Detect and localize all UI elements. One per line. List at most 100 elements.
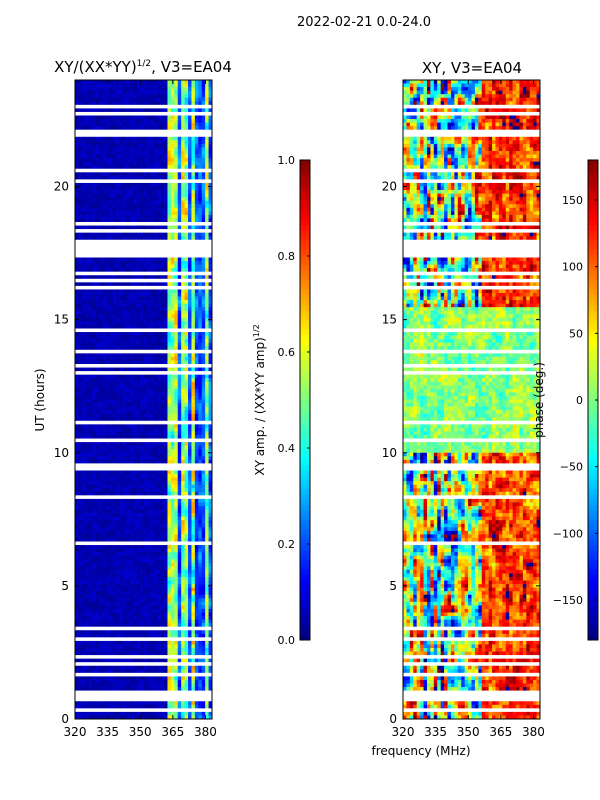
amplitude-cell — [191, 140, 196, 145]
amplitude-cell — [133, 431, 137, 436]
amplitude-cell — [105, 459, 110, 464]
amplitude-cell — [116, 442, 120, 446]
amplitude-cell — [102, 211, 107, 216]
amplitude-cell — [177, 346, 182, 351]
amplitude-cell — [205, 410, 209, 415]
amplitude-cell — [119, 332, 124, 336]
amplitude-cell — [133, 104, 137, 109]
amplitude-cell — [126, 477, 131, 482]
amplitude-cell — [181, 282, 185, 287]
amplitude-cell — [136, 371, 141, 375]
amplitude-cell — [92, 392, 96, 397]
amplitude-cell — [75, 243, 79, 248]
amplitude-cell — [194, 332, 199, 336]
amplitude-cell — [133, 140, 137, 145]
amplitude-cell — [194, 445, 199, 450]
amplitude-cell — [105, 101, 110, 106]
amplitude-cell — [167, 452, 172, 457]
amplitude-cell — [102, 470, 107, 475]
amplitude-cell — [102, 229, 107, 233]
amplitude-cell — [92, 207, 96, 212]
amplitude-cell — [170, 445, 175, 450]
amplitude-cell — [191, 243, 196, 248]
amplitude-cell — [88, 520, 93, 525]
amplitude-cell — [150, 158, 155, 162]
amplitude-cell — [85, 342, 90, 347]
amplitude-cell — [109, 122, 114, 127]
amplitude-cell — [164, 90, 168, 95]
amplitude-cell — [95, 143, 100, 148]
amplitude-cell — [136, 197, 141, 202]
amplitude-cell — [181, 154, 185, 159]
amplitude-cell — [75, 239, 79, 244]
amplitude-cell — [170, 133, 175, 138]
amplitude-cell — [92, 360, 96, 365]
amplitude-cell — [146, 438, 151, 443]
amplitude-cell — [133, 289, 137, 294]
amplitude-cell — [188, 190, 192, 194]
amplitude-cell — [170, 239, 175, 244]
amplitude-cell — [75, 296, 79, 301]
amplitude-cell — [85, 381, 90, 386]
amplitude-cell — [184, 456, 189, 461]
amplitude-cell — [170, 491, 175, 496]
amplitude-cell — [208, 438, 213, 443]
amplitude-cell — [191, 374, 196, 379]
amplitude-cell — [98, 193, 103, 198]
amplitude-cell — [75, 360, 79, 365]
amplitude-cell — [201, 151, 206, 155]
amplitude-cell — [98, 218, 103, 223]
amplitude-cell — [188, 356, 192, 361]
amplitude-cell — [112, 427, 117, 432]
amplitude-cell — [122, 83, 127, 88]
amplitude-cell — [119, 282, 124, 287]
amplitude-cell — [146, 484, 151, 489]
amplitude-cell — [170, 172, 175, 177]
amplitude-cell — [177, 360, 182, 365]
amplitude-cell — [194, 410, 199, 415]
amplitude-cell — [92, 175, 96, 180]
amplitude-cell — [157, 90, 161, 95]
amplitude-cell — [126, 168, 131, 173]
amplitude-cell — [191, 278, 196, 283]
amplitude-cell — [181, 491, 185, 496]
amplitude-cell — [81, 179, 86, 184]
amplitude-cell — [122, 278, 127, 283]
amplitude-cell — [191, 502, 196, 507]
amplitude-cell — [119, 147, 124, 152]
amplitude-cell — [208, 246, 213, 251]
amplitude-cell — [92, 122, 96, 127]
amplitude-cell — [119, 417, 124, 422]
amplitude-cell — [126, 239, 131, 244]
amplitude-cell — [129, 193, 134, 198]
amplitude-cell — [164, 236, 168, 241]
amplitude-cell — [98, 310, 103, 315]
amplitude-cell — [188, 452, 192, 457]
amplitude-cell — [109, 435, 114, 439]
amplitude-cell — [75, 268, 79, 273]
amplitude-cell — [174, 417, 179, 422]
amplitude-cell — [184, 204, 189, 209]
amplitude-cell — [201, 83, 206, 88]
amplitude-cell — [109, 133, 114, 138]
amplitude-cell — [174, 168, 179, 173]
amplitude-cell — [78, 165, 83, 170]
amplitude-cell — [191, 143, 196, 148]
amplitude-cell — [177, 466, 182, 471]
amplitude-cell — [160, 417, 165, 422]
amplitude-cell — [85, 335, 90, 340]
amplitude-cell — [146, 104, 151, 109]
amplitude-cell — [201, 491, 206, 496]
amplitude-cell — [146, 413, 151, 418]
amplitude-cell — [164, 122, 168, 127]
amplitude-cell — [153, 406, 158, 411]
amplitude-cell — [205, 516, 209, 521]
amplitude-cell — [167, 303, 172, 308]
amplitude-cell — [122, 101, 127, 106]
amplitude-cell — [95, 232, 100, 237]
amplitude-cell — [194, 211, 199, 216]
amplitude-cell — [146, 129, 151, 134]
amplitude-cell — [98, 413, 103, 418]
amplitude-cell — [116, 293, 120, 297]
amplitude-cell — [126, 271, 131, 276]
